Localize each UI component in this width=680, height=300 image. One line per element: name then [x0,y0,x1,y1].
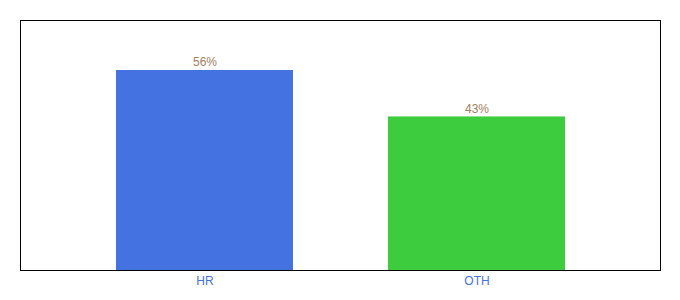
svg-text:HR: HR [196,274,214,288]
svg-text:OTH: OTH [464,274,489,288]
svg-text:56%: 56% [193,55,217,69]
svg-text:43%: 43% [465,102,489,116]
